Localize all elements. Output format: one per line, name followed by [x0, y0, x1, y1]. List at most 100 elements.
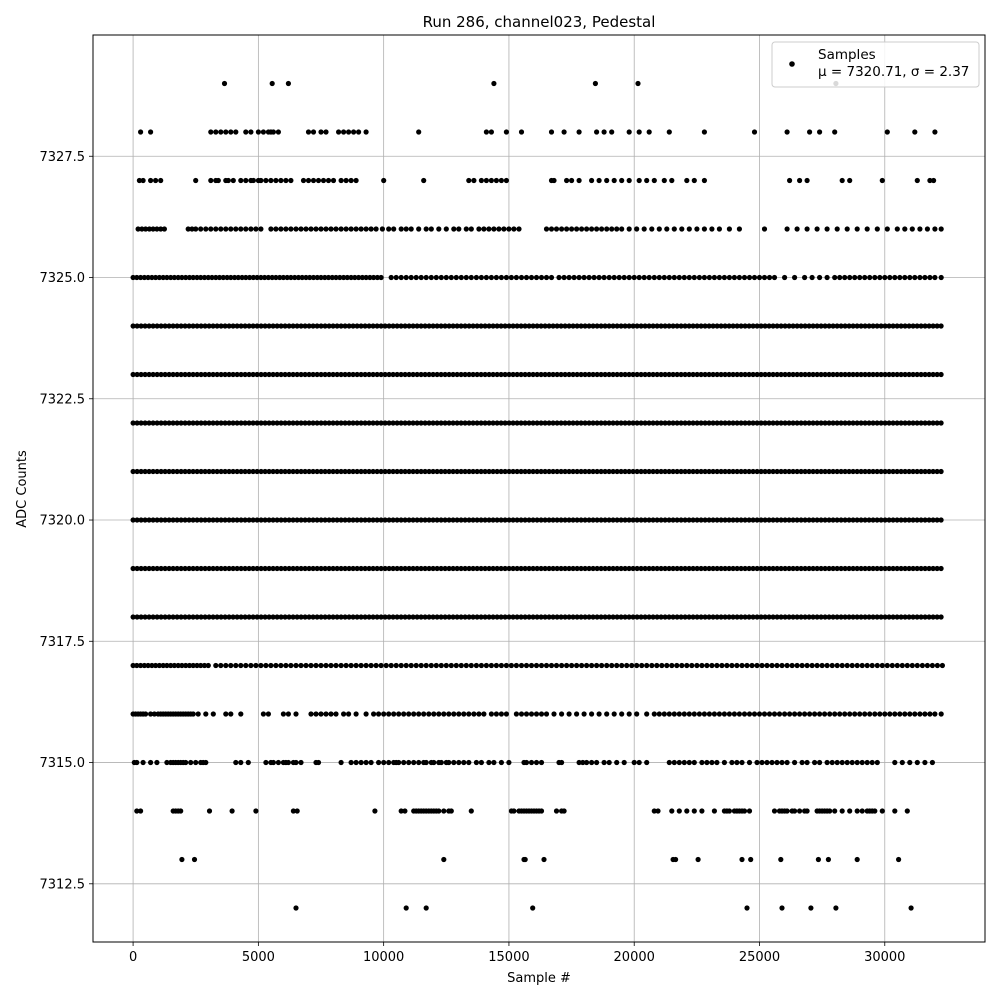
- data-point: [838, 323, 844, 329]
- data-point: [754, 662, 760, 669]
- data-point: [706, 517, 712, 523]
- data-point: [682, 468, 688, 475]
- data-point: [826, 371, 832, 378]
- data-point: [254, 565, 260, 572]
- data-point: [586, 517, 592, 523]
- data-point: [661, 274, 667, 281]
- data-point: [333, 662, 339, 669]
- data-point: [654, 420, 660, 426]
- data-point: [353, 759, 359, 766]
- data-point: [288, 177, 294, 184]
- data-point: [670, 323, 676, 329]
- data-point: [158, 323, 164, 329]
- data-point: [741, 808, 748, 814]
- data-point: [438, 274, 444, 281]
- data-point: [334, 614, 340, 620]
- data-point: [362, 468, 368, 475]
- data-point: [266, 468, 272, 475]
- data-point: [134, 420, 140, 426]
- data-point: [630, 565, 636, 572]
- data-point: [694, 468, 700, 475]
- data-point: [303, 662, 309, 669]
- data-point: [282, 323, 288, 329]
- data-point: [262, 468, 268, 475]
- data-point: [414, 420, 420, 426]
- data-point: [554, 323, 560, 329]
- data-point: [238, 759, 244, 766]
- data-point: [190, 274, 196, 281]
- data-point: [766, 323, 772, 329]
- data-point: [194, 468, 200, 475]
- data-point: [242, 468, 248, 475]
- data-point: [354, 468, 360, 475]
- data-point: [814, 420, 820, 426]
- data-point: [533, 711, 540, 717]
- data-point: [658, 420, 664, 426]
- data-point: [598, 614, 604, 620]
- data-point: [234, 468, 240, 475]
- data-point: [518, 468, 524, 475]
- data-point: [642, 323, 648, 329]
- data-point: [270, 129, 276, 135]
- data-point: [838, 517, 844, 523]
- data-point: [794, 468, 800, 475]
- data-point: [382, 517, 388, 523]
- data-point: [488, 662, 494, 669]
- data-point: [806, 565, 812, 572]
- data-point: [498, 274, 504, 281]
- data-point: [193, 759, 199, 766]
- data-point: [233, 662, 239, 669]
- data-point: [646, 517, 652, 523]
- data-point: [857, 274, 863, 281]
- data-point: [534, 420, 540, 426]
- data-point: [818, 420, 824, 426]
- data-point: [394, 565, 400, 572]
- data-point: [326, 565, 332, 572]
- data-point: [338, 759, 344, 766]
- data-point: [136, 177, 142, 184]
- data-point: [530, 420, 536, 426]
- data-point: [782, 468, 788, 475]
- data-point: [626, 711, 632, 717]
- data-point: [154, 517, 160, 523]
- data-point: [243, 274, 249, 281]
- data-point: [210, 565, 216, 572]
- data-point: [274, 517, 280, 523]
- data-point: [730, 420, 736, 426]
- data-point: [493, 711, 499, 717]
- data-point: [872, 274, 878, 281]
- data-point: [894, 662, 900, 669]
- data-point: [822, 420, 828, 426]
- data-point: [914, 517, 920, 523]
- data-point: [433, 662, 439, 669]
- data-point: [322, 420, 328, 426]
- data-point: [406, 565, 412, 572]
- data-point: [478, 274, 484, 281]
- data-point: [238, 468, 244, 475]
- data-point: [932, 711, 938, 717]
- data-point: [859, 662, 865, 669]
- data-point: [342, 565, 348, 572]
- data-point: [596, 711, 602, 717]
- data-point: [646, 129, 652, 135]
- data-point: [606, 468, 612, 475]
- data-point: [250, 323, 256, 329]
- data-point: [847, 177, 853, 184]
- data-point: [721, 711, 728, 717]
- data-point: [754, 323, 760, 329]
- data-point: [158, 517, 164, 523]
- data-point: [315, 759, 322, 766]
- data-point: [390, 468, 396, 475]
- data-point: [343, 662, 349, 669]
- data-point: [263, 177, 269, 184]
- data-point: [770, 323, 776, 329]
- data-point: [431, 711, 437, 717]
- data-point: [538, 323, 544, 329]
- data-point: [446, 323, 452, 329]
- data-point: [299, 274, 305, 281]
- data-point: [650, 517, 656, 523]
- data-point: [486, 420, 492, 426]
- data-point: [198, 371, 204, 378]
- data-point: [431, 759, 437, 766]
- data-point: [839, 177, 845, 184]
